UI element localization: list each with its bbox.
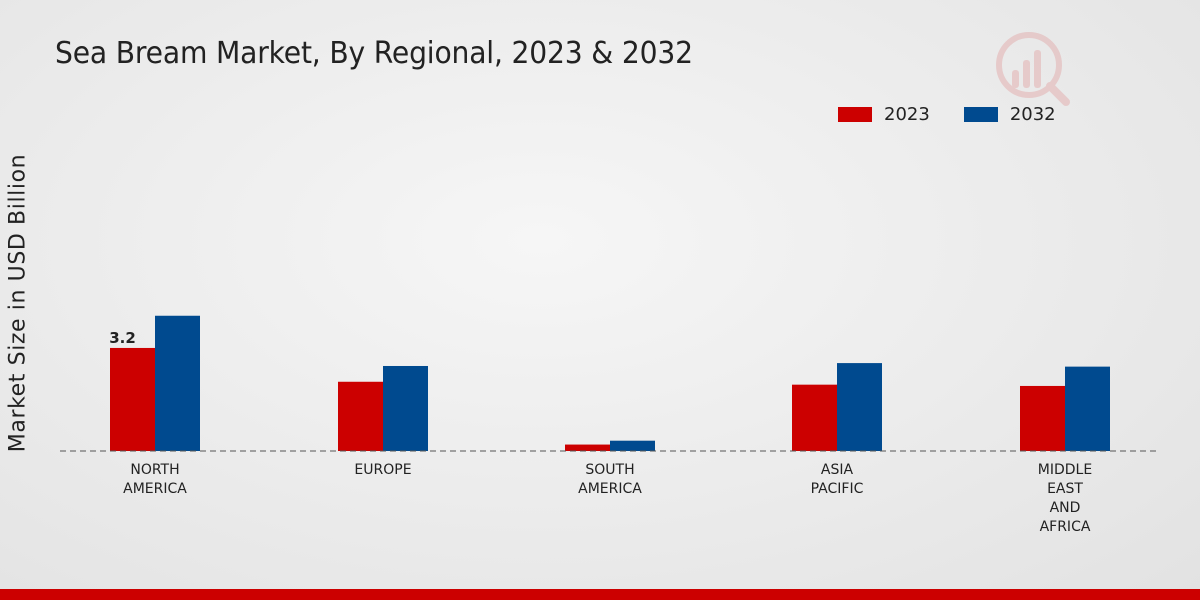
chart-legend: 2023 2032 xyxy=(838,104,1056,125)
bar-2023-3[interactable] xyxy=(792,384,837,451)
legend-label-2032: 2032 xyxy=(1009,104,1056,125)
bar-2032-2[interactable] xyxy=(610,440,655,451)
bar-2032-0[interactable] xyxy=(155,315,200,451)
x-tick-label-3: ASIA xyxy=(821,462,854,478)
legend-swatch-2023 xyxy=(838,107,872,122)
x-tick-label-4: AFRICA xyxy=(1040,519,1091,535)
legend-item-2032[interactable]: 2032 xyxy=(963,104,1056,125)
legend-item-2023[interactable]: 2023 xyxy=(838,104,930,125)
x-tick-label-3: PACIFIC xyxy=(811,481,864,497)
chart-title: Sea Bream Market, By Regional, 2023 & 20… xyxy=(55,36,693,71)
legend-swatch-2032 xyxy=(963,107,998,122)
legend-label-2023: 2023 xyxy=(884,104,930,125)
x-tick-label-0: AMERICA xyxy=(123,481,187,497)
x-tick-label-4: MIDDLE xyxy=(1038,462,1092,478)
x-tick-label-4: AND xyxy=(1050,500,1081,516)
bar-2023-1[interactable] xyxy=(338,381,383,451)
x-tick-label-2: AMERICA xyxy=(578,481,642,497)
x-tick-label-2: SOUTH xyxy=(585,462,634,478)
data-label-0: 3.2 xyxy=(109,329,136,347)
bar-2032-3[interactable] xyxy=(837,363,882,451)
bar-2023-4[interactable] xyxy=(1020,385,1065,451)
x-tick-label-4: EAST xyxy=(1047,481,1083,497)
bar-2023-2[interactable] xyxy=(565,444,610,451)
bar-2023-0[interactable] xyxy=(110,347,155,451)
bottom-accent-bar xyxy=(0,589,1200,600)
bar-chart-magnifier-icon xyxy=(996,32,1070,106)
x-tick-label-1: EUROPE xyxy=(354,462,411,478)
x-tick-label-0: NORTH xyxy=(130,462,179,478)
bar-2032-1[interactable] xyxy=(383,365,428,451)
bar-2032-4[interactable] xyxy=(1065,366,1110,451)
